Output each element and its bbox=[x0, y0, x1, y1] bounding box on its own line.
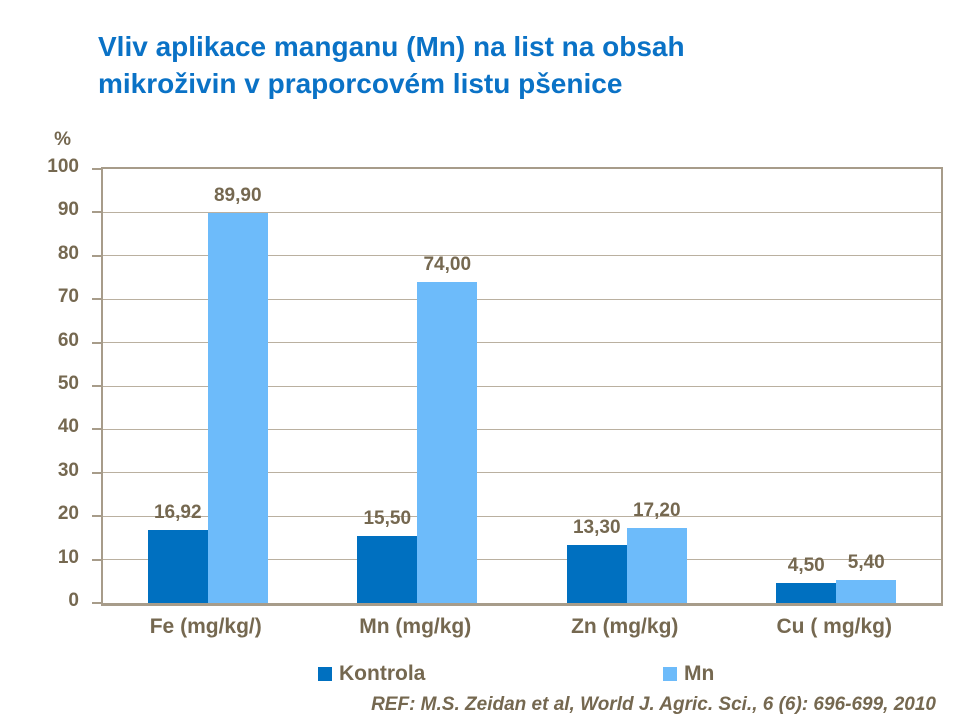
gridline bbox=[103, 342, 941, 344]
bar-value-label: 89,90 bbox=[213, 184, 262, 206]
y-axis-tick bbox=[92, 298, 101, 301]
y-axis-tick bbox=[92, 471, 101, 474]
legend-label-mn: Mn bbox=[684, 662, 715, 685]
bar-value-label: 15,50 bbox=[363, 507, 412, 529]
category-label: Zn (mg/kg) bbox=[571, 615, 679, 638]
y-tick-label: 10 bbox=[57, 546, 79, 568]
y-axis-tick bbox=[92, 428, 101, 431]
bar-kontrola-zn bbox=[566, 545, 627, 603]
y-tick-label: 0 bbox=[68, 590, 79, 611]
category-label: Mn (mg/kg) bbox=[359, 615, 472, 638]
y-tick-label: 80 bbox=[57, 242, 79, 264]
legend-item-kontrola: Kontrola bbox=[318, 662, 425, 686]
y-axis-unit-label: % bbox=[54, 129, 71, 150]
reference-text: REF: M.S. Zeidan et al, World J. Agric. … bbox=[371, 694, 936, 715]
y-axis-tick bbox=[92, 341, 101, 344]
bar-kontrola-fe bbox=[147, 529, 208, 603]
y-axis-tick bbox=[92, 602, 101, 604]
gridline bbox=[103, 428, 941, 430]
y-axis-tick bbox=[92, 515, 101, 518]
bar-mn-mn bbox=[417, 281, 478, 603]
chart-title: Vliv aplikace manganu (Mn) na list na ob… bbox=[98, 28, 818, 102]
y-axis-tick bbox=[92, 168, 101, 170]
bar-value-label: 5,40 bbox=[847, 551, 885, 573]
y-tick-label: 60 bbox=[57, 329, 79, 351]
y-axis-tick bbox=[92, 385, 101, 387]
bar-value-label: 4,50 bbox=[787, 555, 825, 577]
y-tick-label: 50 bbox=[57, 373, 79, 394]
y-tick-label: 20 bbox=[57, 503, 79, 525]
y-tick-label: 70 bbox=[57, 286, 79, 308]
gridline bbox=[103, 515, 941, 517]
category-label: Fe (mg/kg/) bbox=[149, 615, 262, 638]
y-tick-label: 100 bbox=[47, 156, 79, 177]
gridline bbox=[103, 472, 941, 474]
y-tick-label: 90 bbox=[57, 199, 79, 221]
legend-label-kontrola: Kontrola bbox=[339, 662, 426, 685]
bar-mn-fe bbox=[207, 212, 268, 603]
gridline bbox=[103, 255, 941, 257]
y-tick-label: 40 bbox=[57, 416, 79, 438]
gridline bbox=[103, 298, 941, 300]
bar-value-label: 13,30 bbox=[572, 517, 621, 539]
category-label: Cu ( mg/kg) bbox=[776, 615, 893, 638]
plot-area: 16,92 89,90 15,50 74,00 13,30 17,20 4,50 5,40 bbox=[92, 167, 943, 606]
bar-mn-zn bbox=[626, 528, 687, 603]
y-tick-label: 30 bbox=[57, 459, 79, 481]
legend-swatch-kontrola bbox=[318, 667, 332, 681]
bar-value-label: 16,92 bbox=[153, 501, 202, 523]
chart-title-line2: mikroživin v praporcovém listu pšenice bbox=[98, 68, 623, 99]
bar-kontrola-cu bbox=[776, 583, 837, 603]
chart-title-line1: Vliv aplikace manganu (Mn) na list na ob… bbox=[98, 31, 685, 62]
gridline bbox=[103, 211, 941, 213]
legend-item-mn: Mn bbox=[663, 662, 714, 686]
legend-swatch-mn bbox=[663, 667, 677, 681]
y-axis-tick bbox=[92, 254, 101, 257]
bar-value-label: 17,20 bbox=[632, 500, 681, 522]
y-axis-tick bbox=[92, 558, 101, 561]
gridline bbox=[103, 559, 941, 561]
y-axis-tick bbox=[92, 211, 101, 214]
bar-mn-cu bbox=[836, 579, 897, 603]
bar-kontrola-mn bbox=[357, 535, 418, 603]
gridline bbox=[103, 385, 941, 387]
bar-value-label: 74,00 bbox=[423, 253, 472, 275]
